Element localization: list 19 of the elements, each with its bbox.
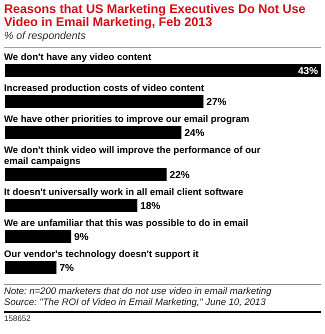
data-label: 22% xyxy=(170,170,190,181)
data-label: 9% xyxy=(74,232,89,243)
y-tick-label: It doesn't universally work in all email client software xyxy=(4,187,244,198)
source-note: Source: "The ROI of Video in Email Marketing," June 10, 2013 xyxy=(4,297,267,308)
data-label: 7% xyxy=(59,263,74,274)
chart-title: Reasons that US Marketing Executives Do Not Use Video in Email Marketing, Feb 2013 xyxy=(4,2,306,29)
data-label: 43% xyxy=(298,66,318,77)
annotation: Note: n=200 marketers that do not use video in email marketing xyxy=(4,286,272,297)
text: 158652 xyxy=(4,313,32,324)
data-label: 18% xyxy=(140,201,160,212)
y-tick-label: Increased production costs of video content xyxy=(4,83,205,94)
y-tick-label: We don't have any video content xyxy=(4,52,152,63)
y-tick-label: We are unfamiliar that this was possible to do in email xyxy=(4,218,248,229)
y-tick-label: Our vendor's technology doesn't support it xyxy=(4,249,200,260)
data-label: 24% xyxy=(184,128,204,139)
y-tick-label: We have other priorities to improve our email program xyxy=(4,114,250,125)
chart-subtitle: % of respondents xyxy=(4,30,87,43)
y-tick-label: We don't think video will improve the performance of our email campaigns xyxy=(4,145,261,167)
data-label: 27% xyxy=(206,97,227,108)
